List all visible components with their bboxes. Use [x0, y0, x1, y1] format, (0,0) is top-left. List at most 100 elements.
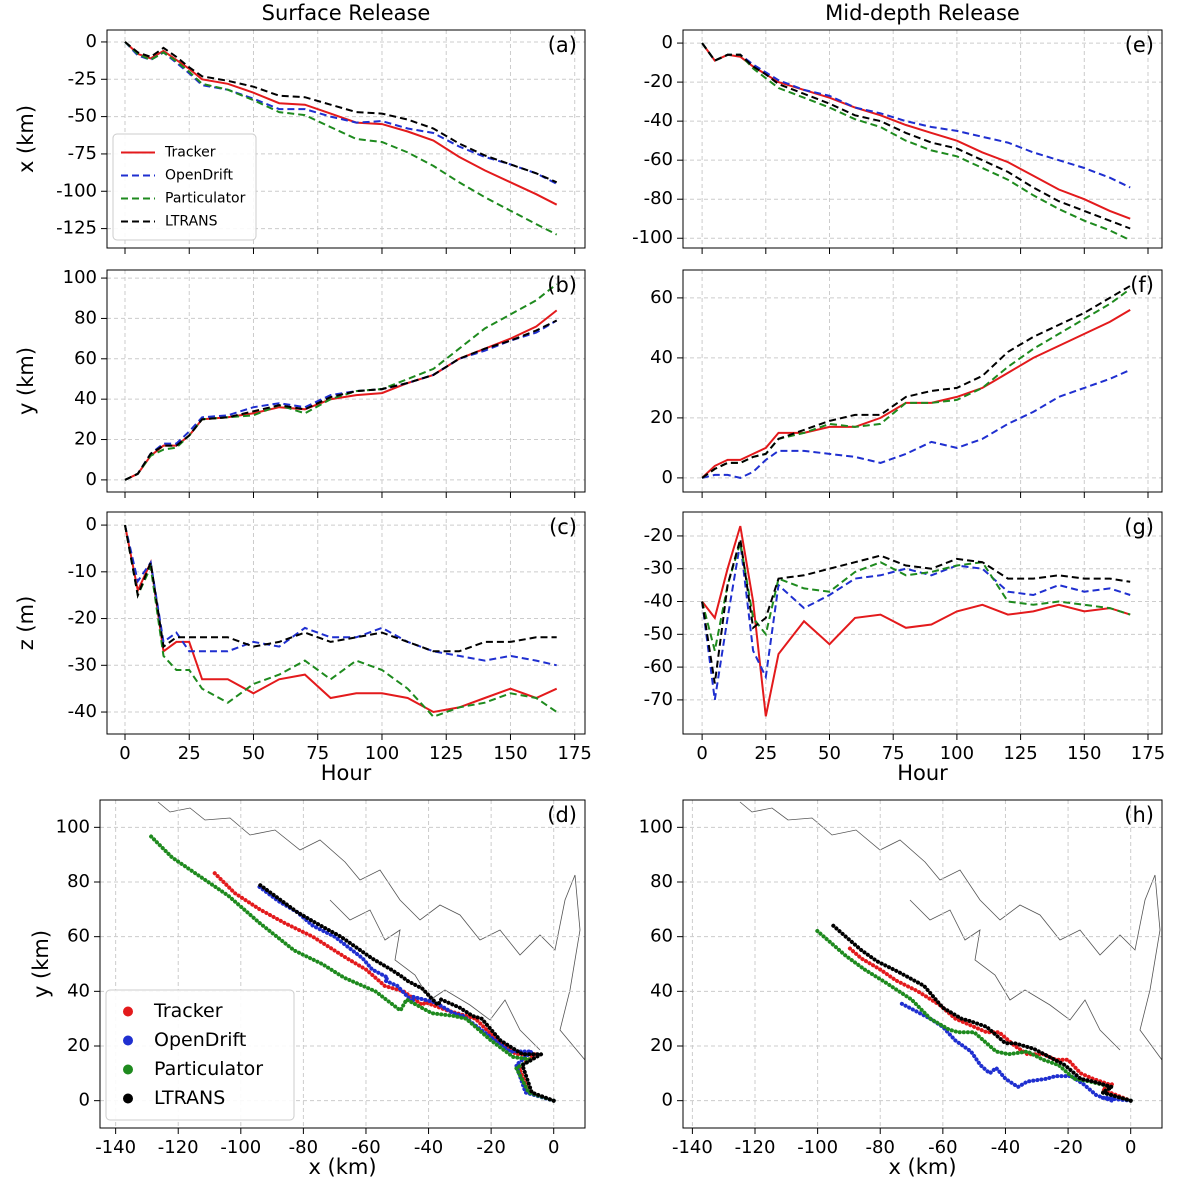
- x-tick-label: -100: [220, 1137, 261, 1158]
- x-tick-label: 125: [429, 743, 463, 764]
- x-tick-label: -120: [735, 1137, 776, 1158]
- axes-frame: [106, 29, 586, 249]
- x-tick-label: 150: [493, 743, 527, 764]
- y-tick-label: 0: [662, 32, 673, 53]
- series-line: [701, 309, 1131, 479]
- y-tick-label: -70: [644, 689, 673, 710]
- y-axis-label: z (m): [14, 596, 38, 651]
- x-tick-label: 50: [818, 743, 841, 764]
- series-line: [701, 538, 1131, 684]
- panel: 0 25 50 75 100 125 150 175 0 -10 -20 -30 -40 (c) z (m)…: [14, 511, 592, 785]
- series-line: [124, 283, 558, 481]
- legend-label: LTRANS: [154, 1087, 225, 1109]
- y-axis-label: y (km): [14, 347, 38, 415]
- trajectory: [846, 945, 1133, 1103]
- x-tick-label: 0: [1125, 1137, 1136, 1158]
- x-tick-label: -80: [866, 1137, 895, 1158]
- y-tick-label: 20: [650, 1035, 673, 1056]
- legend-marker: [123, 1035, 133, 1046]
- y-tick-label: -20: [68, 608, 97, 629]
- y-tick-label: -100: [632, 227, 673, 248]
- legend-label: OpenDrift: [165, 168, 234, 184]
- x-tick-label: -60: [928, 1137, 957, 1158]
- panel-title: Surface Release: [262, 1, 431, 25]
- y-tick-label: 0: [86, 31, 97, 52]
- x-tick-label: -60: [351, 1137, 380, 1158]
- plot-area: [124, 283, 558, 481]
- axes-frame: [682, 511, 1163, 735]
- x-tick-label: -140: [672, 1137, 713, 1158]
- panel-label: (h): [1124, 803, 1154, 827]
- x-tick-label: 150: [1067, 743, 1101, 764]
- y-tick-label: -40: [68, 701, 97, 722]
- y-tick-label: 0: [86, 469, 97, 490]
- x-tick-label: 100: [365, 743, 399, 764]
- legend-label: LTRANS: [165, 214, 218, 230]
- y-axis-label: x (km): [14, 105, 38, 173]
- y-tick-label: 100: [63, 267, 97, 288]
- panel-label: (c): [549, 515, 577, 539]
- panel-title: Mid-depth Release: [825, 1, 1020, 25]
- series-line: [701, 368, 1131, 479]
- x-tick-label: 50: [242, 743, 265, 764]
- series-line: [701, 525, 1131, 717]
- series-line: [701, 42, 1131, 189]
- panel: 0 -25 -50 -75 -100 -125 Surface Release (a) x (k…: [14, 1, 586, 254]
- axes-frame: [682, 29, 1163, 249]
- panel-label: (e): [1125, 33, 1154, 57]
- y-axis-label: y (km): [29, 930, 53, 998]
- y-tick-label: 100: [639, 816, 673, 837]
- plot-area: [812, 923, 1133, 1104]
- panel-label: (f): [1130, 273, 1154, 297]
- x-tick-label: 175: [1131, 743, 1165, 764]
- series-line: [701, 285, 1131, 479]
- x-tick-label: 75: [306, 743, 329, 764]
- x-tick-label: -120: [158, 1137, 199, 1158]
- y-tick-label: -30: [644, 558, 673, 579]
- y-tick-label: 80: [650, 871, 673, 892]
- trajectory: [257, 882, 556, 1103]
- legend-label: OpenDrift: [154, 1029, 246, 1051]
- axes-frame: [682, 269, 1163, 493]
- y-tick-label: 80: [67, 871, 90, 892]
- y-tick-label: 40: [650, 347, 673, 368]
- y-tick-label: 20: [67, 1035, 90, 1056]
- x-axis-label: x (km): [888, 1155, 956, 1179]
- plot-area: [701, 285, 1131, 479]
- panel: 0 20 40 60 80 100 (b) y (km): [14, 267, 586, 498]
- legend-label: Particulator: [165, 191, 246, 207]
- y-tick-label: -100: [56, 180, 97, 201]
- y-tick-label: -40: [644, 591, 673, 612]
- y-tick-label: 60: [650, 287, 673, 308]
- y-tick-label: -60: [644, 149, 673, 170]
- x-tick-label: -100: [797, 1137, 838, 1158]
- legend-label: Tracker: [153, 1000, 223, 1022]
- series-line: [124, 524, 558, 718]
- series-line: [124, 41, 558, 185]
- y-tick-label: -75: [68, 143, 97, 164]
- x-tick-label: 175: [558, 743, 592, 764]
- x-tick-label: 0: [548, 1137, 559, 1158]
- trajectory: [897, 1000, 1133, 1104]
- panel: -140 -120 -100 -80 -60 -40 -20 0 0 20 40 60 80 100 (h)…: [639, 799, 1163, 1179]
- x-tick-label: 25: [178, 743, 201, 764]
- x-tick-label: 100: [940, 743, 974, 764]
- trajectory: [148, 833, 556, 1103]
- x-tick-label: -20: [476, 1137, 505, 1158]
- legend-marker: [123, 1064, 133, 1075]
- x-axis-label: x (km): [308, 1155, 376, 1179]
- series-line: [124, 41, 558, 184]
- panel-label: (d): [547, 803, 577, 827]
- trajectory: [831, 923, 1133, 1103]
- y-tick-label: -40: [644, 110, 673, 131]
- x-axis-label: Hour: [897, 761, 948, 785]
- x-tick-label: -40: [991, 1137, 1020, 1158]
- y-tick-label: -20: [644, 71, 673, 92]
- x-tick-label: 25: [754, 743, 777, 764]
- x-tick-label: -40: [414, 1137, 443, 1158]
- y-tick-label: -50: [68, 106, 97, 127]
- panel: -140 -120 -100 -80 -60 -40 -20 0 0 20 40 60 80 100 (d)…: [29, 799, 586, 1179]
- series-line: [124, 524, 557, 667]
- panel: 0 20 40 60 (f): [650, 269, 1163, 498]
- series-line: [124, 41, 558, 236]
